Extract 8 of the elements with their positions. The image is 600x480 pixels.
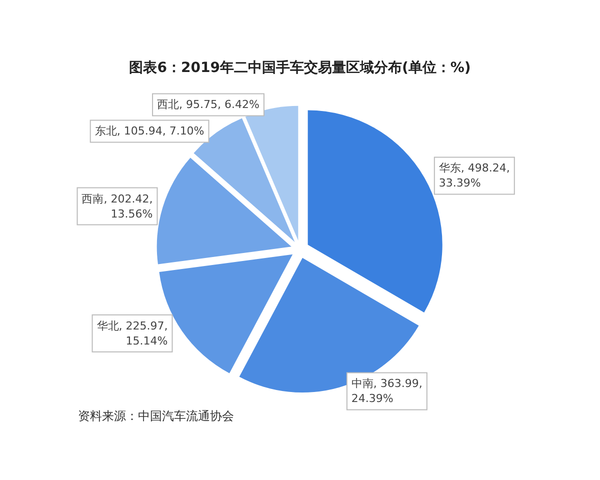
chart-title: 图表6：2019年二中国手车交易量区域分布(单位：%)	[129, 59, 471, 76]
slice-label: 东北, 105.94, 7.10%	[94, 124, 204, 138]
slice-label: 西南, 202.42, 13.56%	[82, 192, 153, 220]
slice-label: 中南, 363.99, 24.39%	[351, 377, 422, 406]
slice-label: 华北, 225.97, 15.14%	[96, 319, 168, 348]
text: 资料来源：中国汽车流通协会	[78, 409, 234, 423]
slice-label: 西北, 95.75, 6.42%	[157, 98, 260, 112]
slice-label: 华东, 498.24, 33.39%	[438, 162, 510, 190]
